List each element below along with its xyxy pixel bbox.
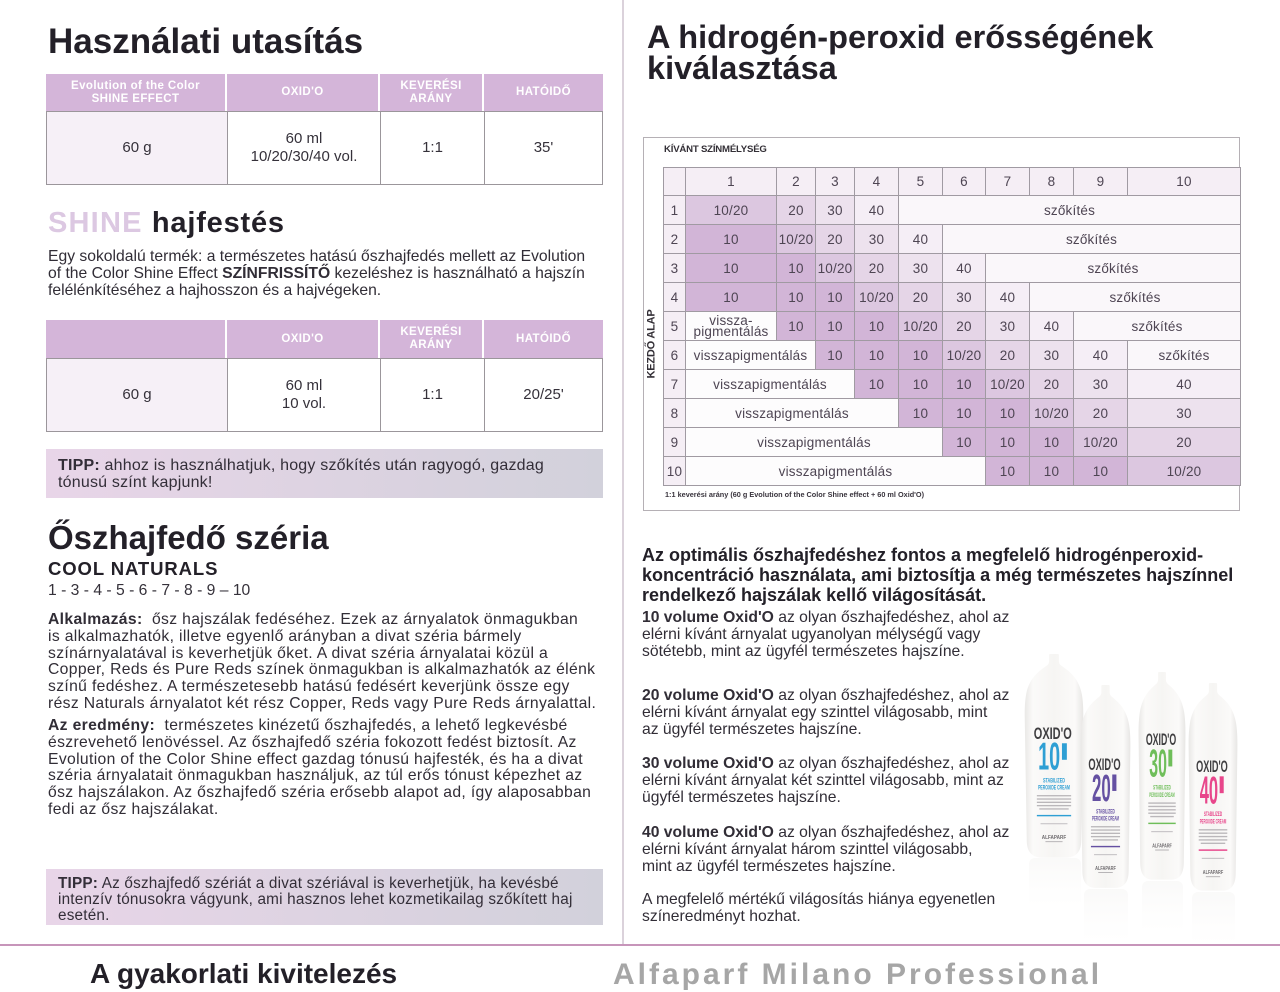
svg-text:STABILIZED: STABILIZED <box>1096 809 1115 815</box>
svg-text:STABILIZED: STABILIZED <box>1153 785 1171 791</box>
svg-text:20: 20 <box>1092 766 1111 809</box>
svg-text:STABILIZED: STABILIZED <box>1204 812 1222 818</box>
svg-text:ALFAPARF: ALFAPARF <box>1095 866 1116 872</box>
svg-text:OXID'O: OXID'O <box>1088 756 1120 774</box>
svg-text:PEROXIDE CREAM: PEROXIDE CREAM <box>1038 785 1070 792</box>
svg-text:OXID'O: OXID'O <box>1034 724 1072 743</box>
svg-text:10: 10 <box>1038 735 1060 779</box>
svg-text:PEROXIDE CREAM: PEROXIDE CREAM <box>1200 819 1227 825</box>
svg-text:ALFAPARF: ALFAPARF <box>1203 870 1224 876</box>
svg-text:OXID'O: OXID'O <box>1146 731 1176 749</box>
svg-text:40: 40 <box>1200 768 1218 812</box>
svg-text:PEROXIDE CREAM: PEROXIDE CREAM <box>1149 793 1175 799</box>
svg-text:PEROXIDE CREAM: PEROXIDE CREAM <box>1092 816 1119 822</box>
svg-text:30: 30 <box>1149 741 1167 785</box>
svg-text:ALFAPARF: ALFAPARF <box>1152 843 1172 849</box>
svg-text:OXID'O: OXID'O <box>1196 757 1228 776</box>
svg-text:STABILIZED: STABILIZED <box>1043 778 1065 785</box>
svg-text:ALFAPARF: ALFAPARF <box>1042 835 1067 841</box>
